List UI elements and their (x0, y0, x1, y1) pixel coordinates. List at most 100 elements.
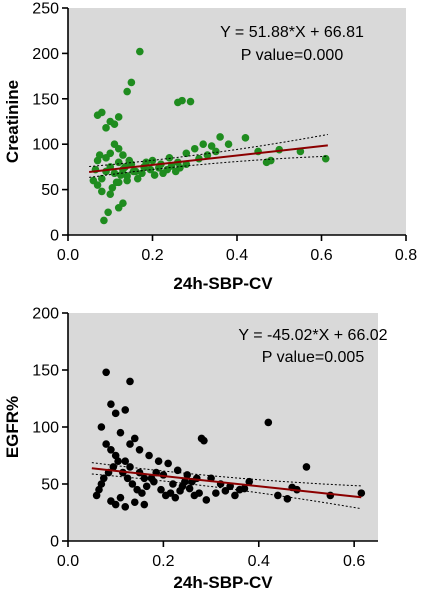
data-point (138, 489, 146, 497)
data-point (166, 489, 175, 497)
data-point (98, 108, 106, 117)
data-point (119, 151, 127, 159)
ci-lower-line (91, 473, 362, 510)
data-point (102, 124, 110, 132)
data-point (110, 120, 119, 129)
data-point (107, 497, 115, 505)
x-tick-label: 0.0 (57, 553, 79, 570)
data-point (192, 474, 201, 483)
y-tick-label: 150 (32, 363, 59, 380)
data-point (186, 97, 195, 106)
p-value-label: P value=0.005 (262, 349, 365, 366)
data-point (182, 149, 191, 158)
data-point (108, 183, 117, 192)
data-point (130, 498, 139, 507)
data-point (126, 377, 134, 386)
regression-equation: Y = 51.88*X + 66.81 (220, 24, 364, 41)
data-point (154, 457, 163, 466)
x-tick-label: 0.4 (226, 247, 248, 264)
data-point (150, 171, 159, 179)
data-point (207, 142, 216, 150)
data-point (145, 451, 153, 460)
y-axis-label: EGFR% (3, 396, 22, 458)
data-point (164, 459, 172, 468)
data-point (155, 164, 163, 172)
data-point (123, 176, 131, 185)
y-tick-label: 0 (50, 228, 59, 245)
data-point (95, 485, 103, 494)
p-value-label: P value=0.000 (241, 47, 344, 64)
data-points (89, 47, 330, 225)
data-point (92, 491, 101, 500)
data-point (148, 156, 157, 165)
regression-line (91, 467, 362, 499)
data-point (116, 428, 125, 437)
x-tick-label: 0.4 (248, 553, 270, 570)
data-point (157, 485, 165, 494)
data-point (97, 480, 106, 488)
data-point (117, 171, 125, 179)
data-point (267, 156, 275, 165)
y-tick-label: 50 (41, 477, 59, 494)
data-point (138, 169, 146, 178)
x-tick-label: 0.0 (57, 247, 79, 264)
data-point (98, 174, 106, 183)
x-tick-label: 0.2 (141, 247, 163, 264)
data-point (174, 98, 182, 107)
data-point (302, 463, 311, 471)
ci-lower-line (89, 155, 328, 178)
data-point (190, 144, 199, 153)
y-tick-label: 200 (32, 306, 59, 323)
y-tick-label: 100 (32, 420, 59, 437)
data-point (107, 400, 115, 409)
plot-area (68, 8, 406, 235)
data-point (199, 140, 207, 148)
data-point (112, 178, 121, 187)
data-point (245, 477, 254, 486)
data-point (104, 208, 112, 217)
data-point (111, 451, 120, 460)
data-point (231, 491, 239, 500)
data-point (142, 158, 150, 167)
data-point (121, 503, 130, 511)
data-point (241, 134, 250, 142)
data-point (106, 190, 115, 198)
y-tick-label: 0 (50, 534, 59, 551)
data-point (109, 463, 118, 471)
ci-upper-line (89, 133, 328, 168)
chart-panel-1: 0 50 100 150 200 250 0.0 0.2 0.4 0.6 0.8 24h-SBP-CV… (3, 1, 417, 294)
data-point (181, 477, 189, 486)
data-point (221, 487, 230, 495)
data-point (264, 418, 273, 427)
data-point (98, 187, 106, 196)
data-point (126, 440, 134, 448)
data-point (274, 491, 282, 500)
chart-panel-2: 0 50 100 150 200 0.0 0.2 0.4 0.6 24h-SBP-CV EGFR% Y… (3, 306, 388, 593)
data-point (102, 368, 110, 377)
y-tick-label: 150 (32, 91, 59, 108)
data-point (171, 493, 180, 502)
data-point (195, 489, 203, 497)
x-tick-label: 0.2 (152, 553, 174, 570)
data-point (321, 154, 330, 163)
data-point (116, 493, 125, 502)
data-point (119, 199, 127, 208)
x-tick-label: 0.6 (343, 553, 365, 570)
data-point (240, 484, 249, 493)
data-point (107, 446, 115, 454)
data-point (202, 496, 211, 504)
data-point (102, 154, 110, 162)
data-point (110, 140, 119, 148)
x-tick-label: 0.6 (310, 247, 332, 264)
data-point (97, 423, 106, 431)
y-tick-label: 250 (32, 1, 59, 18)
data-point (224, 140, 233, 148)
data-point (125, 156, 134, 165)
data-point (89, 176, 98, 185)
data-point (127, 78, 136, 87)
regression-line (89, 144, 328, 173)
data-point (123, 474, 132, 483)
data-point (185, 484, 194, 493)
data-point (176, 487, 184, 495)
data-point (114, 457, 122, 466)
